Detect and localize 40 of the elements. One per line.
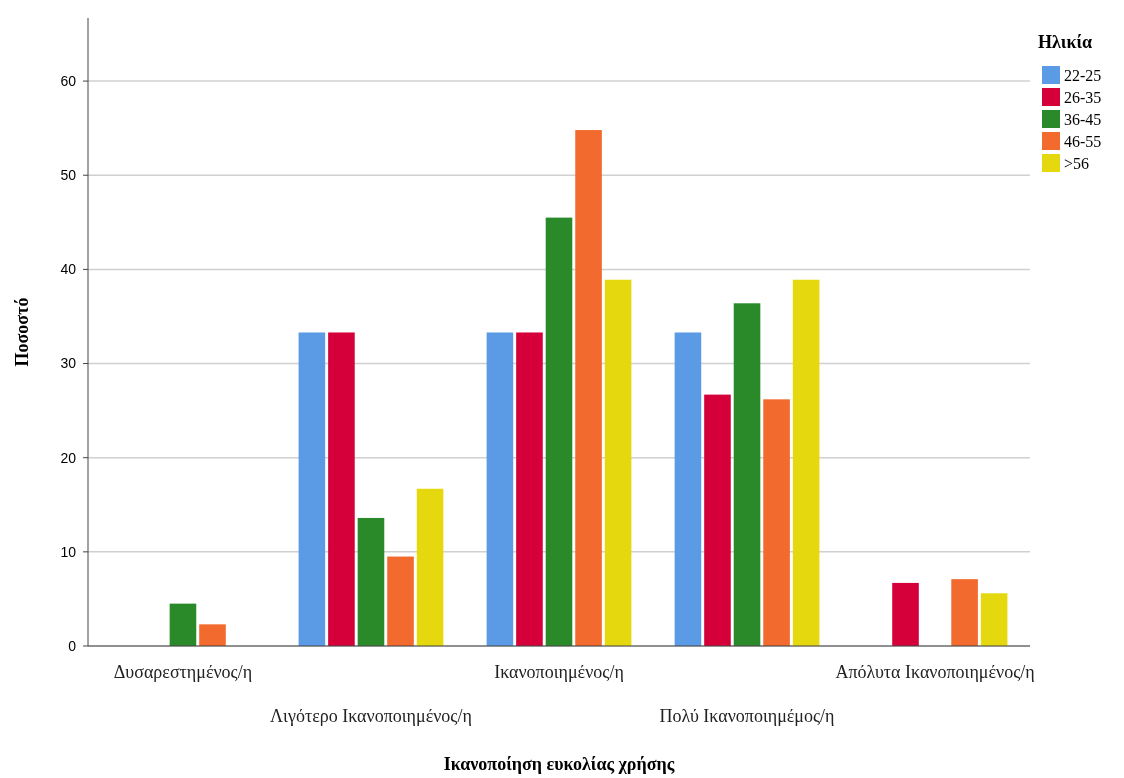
legend-label: 26-35: [1064, 88, 1102, 106]
x-tick-label: Δυσαρεστημένος/η: [113, 662, 253, 682]
bar: [763, 399, 790, 646]
x-tick-label: Απόλυτα Ικανοποιημένος/η: [835, 662, 1035, 682]
bar: [387, 556, 414, 646]
legend-title: Ηλικία: [1038, 32, 1093, 52]
bar: [604, 279, 632, 646]
bar: [328, 332, 355, 646]
bar: [516, 332, 543, 646]
bar: [792, 279, 820, 646]
bar: [416, 488, 444, 646]
bar: [545, 217, 573, 646]
y-tick-label: 50: [60, 167, 77, 184]
y-tick-label: 40: [60, 261, 77, 278]
legend-label: 36-45: [1064, 110, 1102, 128]
y-tick-label: 20: [60, 449, 77, 466]
x-tick-label: Λιγότερο Ικανοποιημένος/η: [270, 706, 472, 726]
bar: [486, 332, 514, 646]
y-tick-label: 60: [60, 72, 77, 89]
x-tick-label: Πολύ Ικανοποιημέμος/η: [659, 706, 835, 726]
bar: [575, 130, 602, 646]
bar: [169, 603, 197, 646]
y-tick-label: 30: [60, 355, 77, 372]
bar: [733, 303, 761, 646]
legend-label: 46-55: [1064, 132, 1102, 150]
bar: [892, 582, 919, 646]
bar: [298, 332, 326, 646]
bar: [357, 517, 385, 646]
bar: [980, 593, 1008, 646]
y-tick-label: 10: [60, 543, 77, 560]
bar: [674, 332, 702, 646]
legend-label: >56: [1064, 154, 1090, 172]
x-tick-label: Ικανοποιημένος/η: [494, 662, 624, 682]
bar: [951, 579, 978, 646]
y-tick-label: 0: [68, 637, 77, 654]
legend-label: 22-25: [1064, 66, 1102, 84]
bar: [199, 624, 226, 646]
x-axis-title: Ικανοποίηση ευκολίας χρήσης: [443, 754, 675, 774]
bar: [704, 394, 731, 646]
y-axis-title: Ποσοστό: [12, 297, 32, 367]
